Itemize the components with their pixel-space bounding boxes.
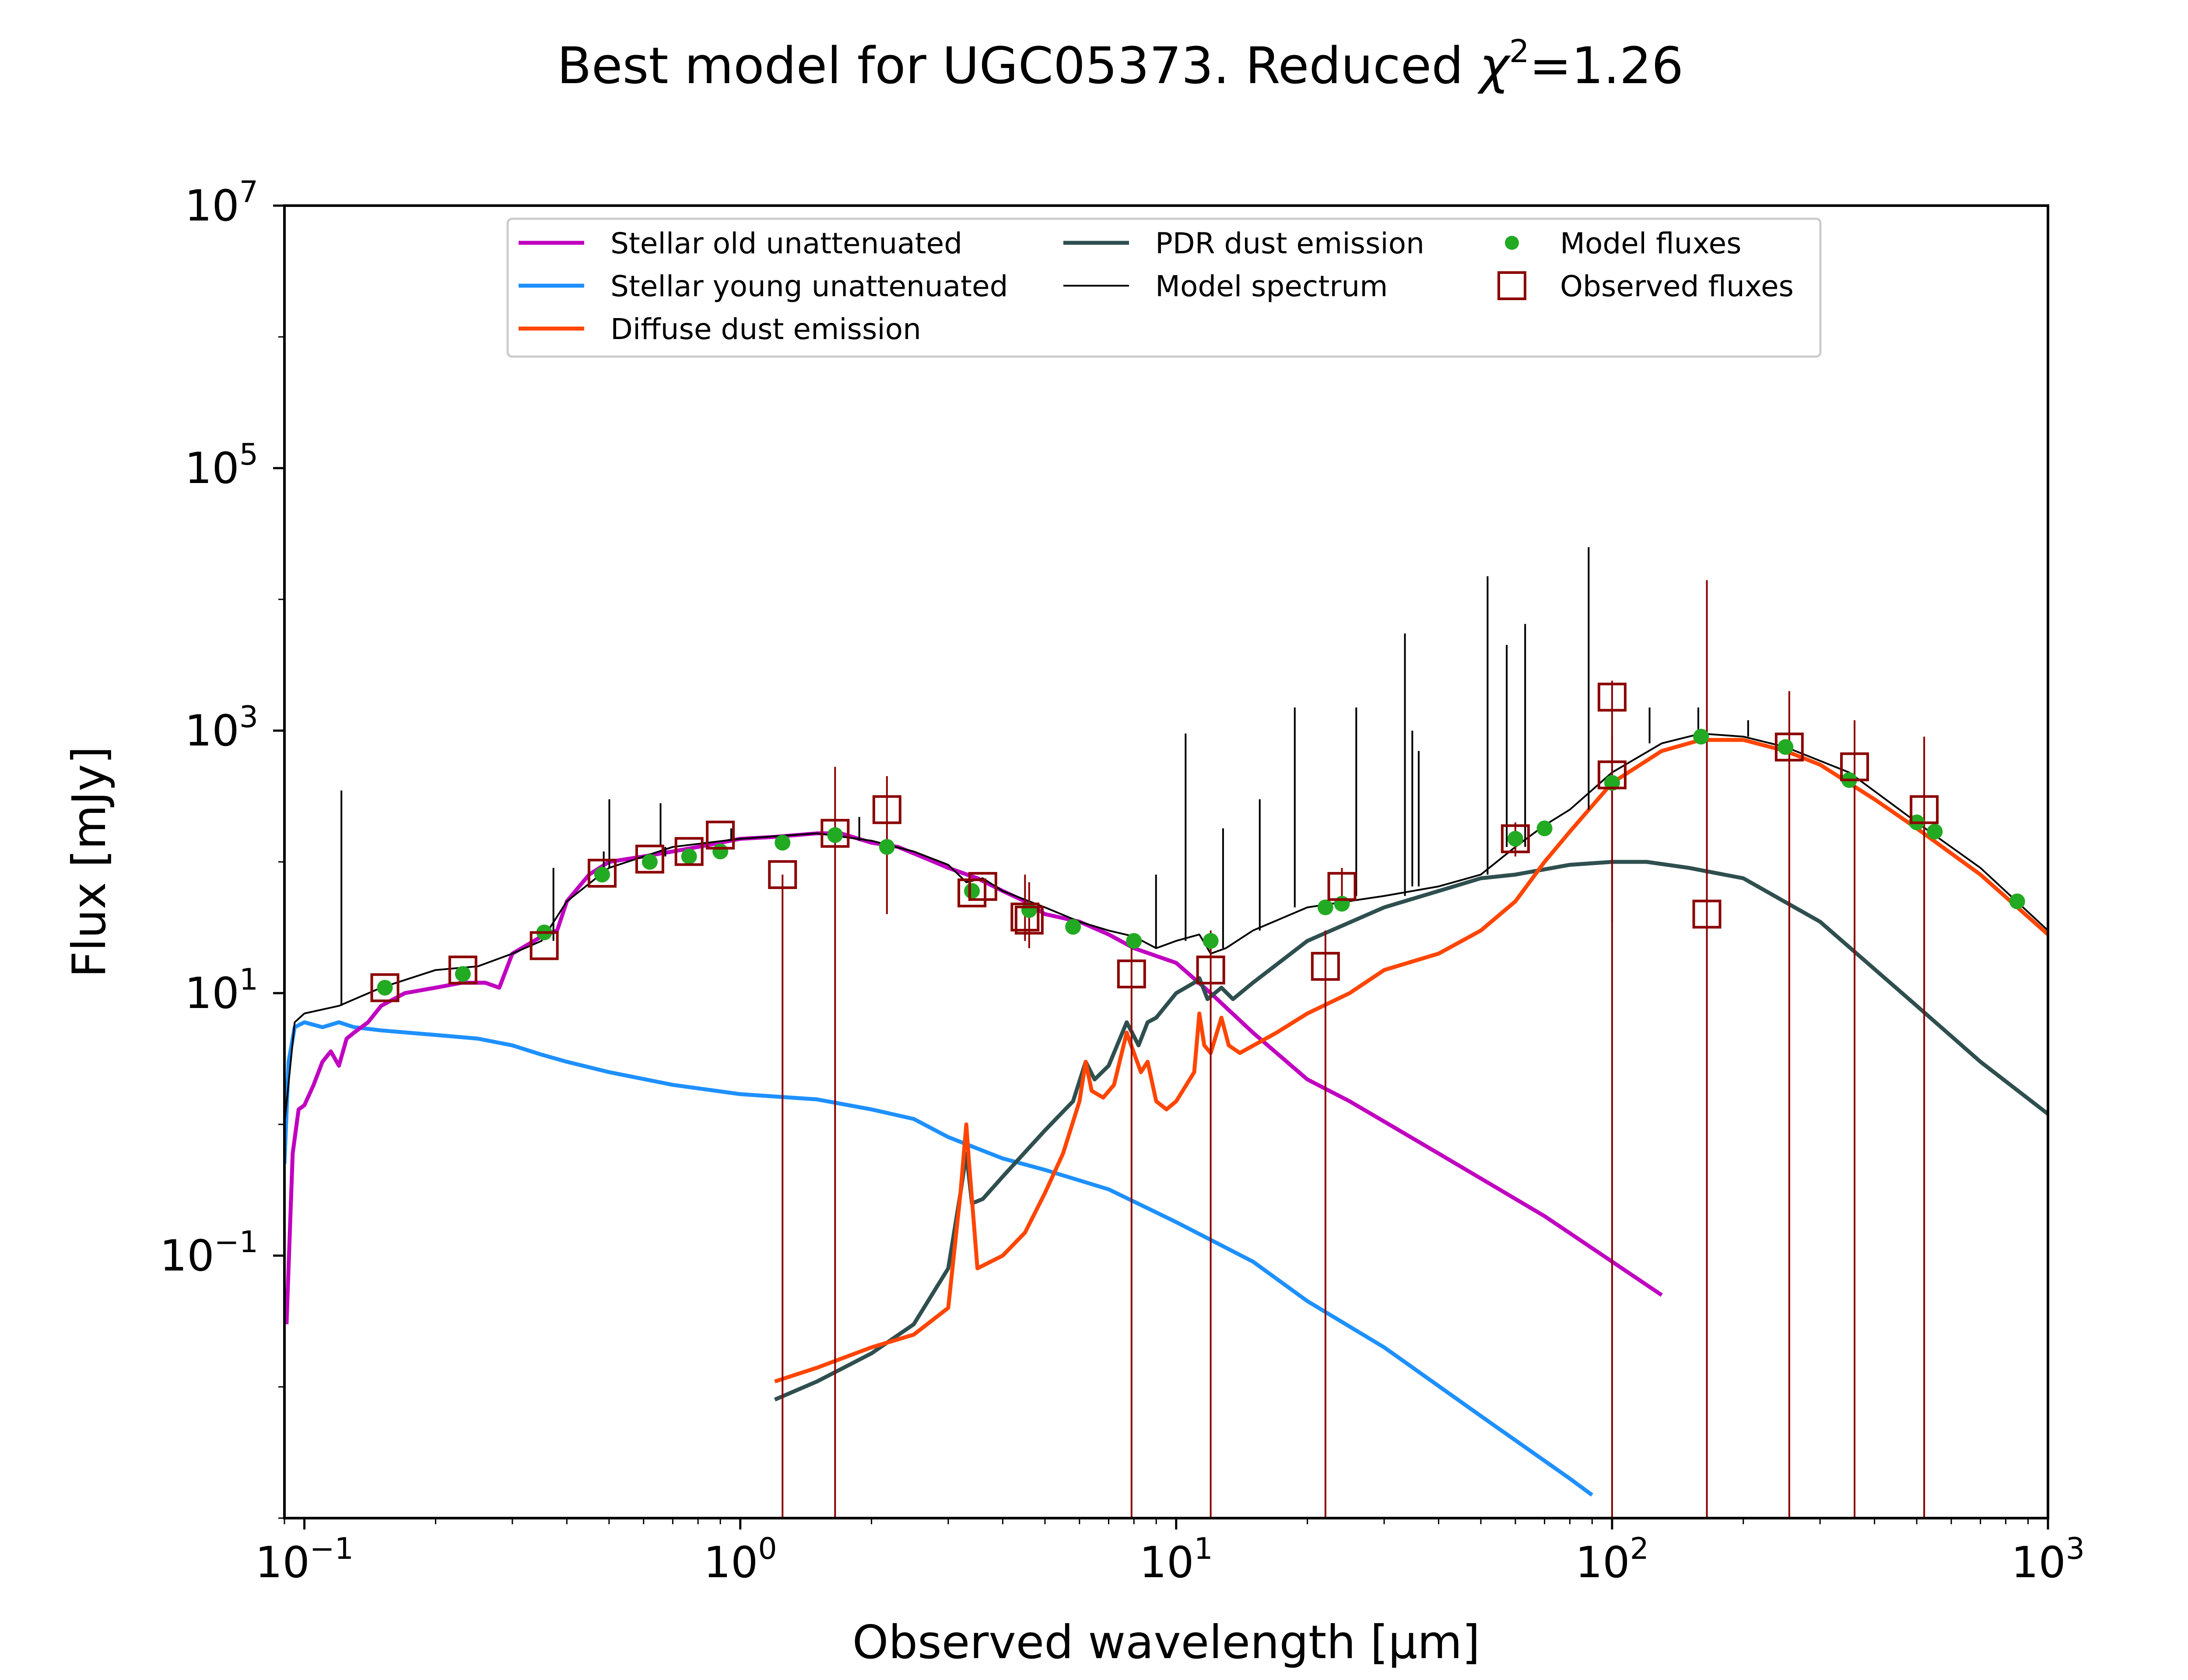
legend: Stellar old unattenuated Stellar young un… bbox=[506, 217, 1822, 358]
model-flux-point bbox=[1778, 739, 1794, 755]
x-tick-label: 103 bbox=[2011, 1532, 2085, 1588]
axis-ticks: 10−1 100 101 102 103 10−1 101 103 105 107 bbox=[160, 175, 2085, 1588]
x-tick-label: 101 bbox=[1140, 1532, 1213, 1588]
series-line-stellar-young-unattenuated bbox=[284, 1020, 1593, 1497]
plot-area bbox=[284, 547, 2048, 1518]
model-flux-point bbox=[1693, 728, 1709, 745]
y-tick-label: 10−1 bbox=[160, 1225, 258, 1281]
legend-label: Observed fluxes bbox=[1560, 270, 1794, 303]
legend-swatch bbox=[1497, 271, 1526, 300]
legend-label: Model fluxes bbox=[1560, 227, 1742, 260]
observed-flux-point bbox=[1327, 872, 1357, 901]
model-flux-point bbox=[1203, 933, 1219, 949]
legend-entry-stellar-young-unattenuated: Stellar young unattenuated bbox=[519, 270, 1008, 303]
observed-flux-point bbox=[1774, 732, 1804, 762]
y-tick-label: 101 bbox=[185, 962, 258, 1018]
observed-flux-point bbox=[1014, 906, 1044, 935]
legend-label: PDR dust emission bbox=[1155, 227, 1424, 260]
observed-flux-point bbox=[448, 956, 477, 985]
x-axis-label: Observed wavelength [μm] bbox=[852, 1616, 1480, 1669]
observed-flux-point bbox=[674, 837, 704, 866]
legend-entry-pdr-dust-emission: PDR dust emission bbox=[1063, 227, 1424, 260]
y-tick-label: 105 bbox=[185, 438, 258, 494]
model-flux-point bbox=[1317, 900, 1333, 916]
observed-flux-point bbox=[1196, 956, 1225, 985]
model-flux-point bbox=[775, 835, 791, 851]
observed-flux-point bbox=[1010, 903, 1040, 932]
observed-flux-point bbox=[820, 819, 850, 848]
observed-flux-point bbox=[587, 858, 617, 888]
model-flux-point bbox=[712, 844, 729, 860]
legend-entry-stellar-old-unattenuated: Stellar old unattenuated bbox=[519, 227, 962, 260]
observed-flux-point bbox=[1692, 900, 1722, 929]
legend-label: Stellar old unattenuated bbox=[610, 227, 962, 260]
model-flux-point bbox=[377, 980, 393, 996]
legend-label: Diffuse dust emission bbox=[610, 312, 921, 346]
model-flux-point bbox=[681, 848, 697, 864]
y-tick-label: 107 bbox=[185, 175, 258, 231]
series-line-diffuse-dust-emission bbox=[774, 738, 2048, 1383]
model-flux-point bbox=[2009, 893, 2025, 910]
observed-flux-point bbox=[706, 820, 735, 850]
x-tick-label: 100 bbox=[704, 1532, 777, 1588]
model-flux-point bbox=[455, 966, 471, 982]
observed-flux-point bbox=[1501, 824, 1530, 854]
model-flux-point bbox=[964, 883, 980, 899]
legend-entry-model-fluxes: Model fluxes bbox=[1505, 227, 1742, 260]
observed-flux-point bbox=[1840, 752, 1869, 781]
observed-flux-point bbox=[768, 860, 797, 889]
legend-label: Stellar young unattenuated bbox=[610, 270, 1008, 303]
model-flux-point bbox=[594, 867, 610, 883]
legend-swatch bbox=[1505, 236, 1519, 250]
model-flux-point bbox=[1126, 933, 1142, 949]
model-flux-point bbox=[1065, 919, 1081, 935]
observed-flux-point bbox=[968, 872, 997, 901]
y-axis-label: Flux [mJy] bbox=[63, 746, 116, 978]
observed-flux-point bbox=[1117, 959, 1146, 989]
legend-entry-observed-fluxes: Observed fluxes bbox=[1497, 270, 1794, 303]
legend-label: Model spectrum bbox=[1155, 270, 1388, 303]
model-flux-point bbox=[879, 839, 895, 855]
x-tick-label: 10−1 bbox=[255, 1532, 354, 1588]
chart-title: Best model for UGC05373. Reduced χ2=1.26 bbox=[557, 33, 1683, 95]
observed-flux-point bbox=[529, 931, 559, 960]
y-tick-label: 103 bbox=[185, 700, 258, 756]
observed-flux-point bbox=[957, 878, 987, 907]
legend-box bbox=[506, 217, 1822, 358]
observed-flux-point bbox=[872, 795, 901, 824]
observed-flux-point bbox=[1597, 760, 1627, 790]
model-flux-point bbox=[642, 854, 658, 870]
observed-flux-point bbox=[370, 973, 400, 1002]
model-flux-point bbox=[1334, 896, 1350, 912]
model-flux-point bbox=[1927, 823, 1943, 840]
observed-flux-point bbox=[1910, 795, 1939, 824]
model-flux-point bbox=[827, 827, 843, 843]
series-line-stellar-old-unattenuated bbox=[284, 831, 1663, 1325]
model-flux-point bbox=[1507, 831, 1523, 847]
series-line-model-spectrum bbox=[284, 732, 2048, 1125]
legend-entry-diffuse-dust-emission: Diffuse dust emission bbox=[519, 312, 921, 346]
legend-entry-model-spectrum: Model spectrum bbox=[1063, 270, 1388, 303]
observed-flux-point bbox=[635, 844, 664, 874]
model-flux-point bbox=[1536, 820, 1553, 836]
x-tick-label: 102 bbox=[1575, 1532, 1649, 1588]
observed-flux-point bbox=[1597, 682, 1627, 712]
observed-flux-point bbox=[1311, 952, 1340, 981]
